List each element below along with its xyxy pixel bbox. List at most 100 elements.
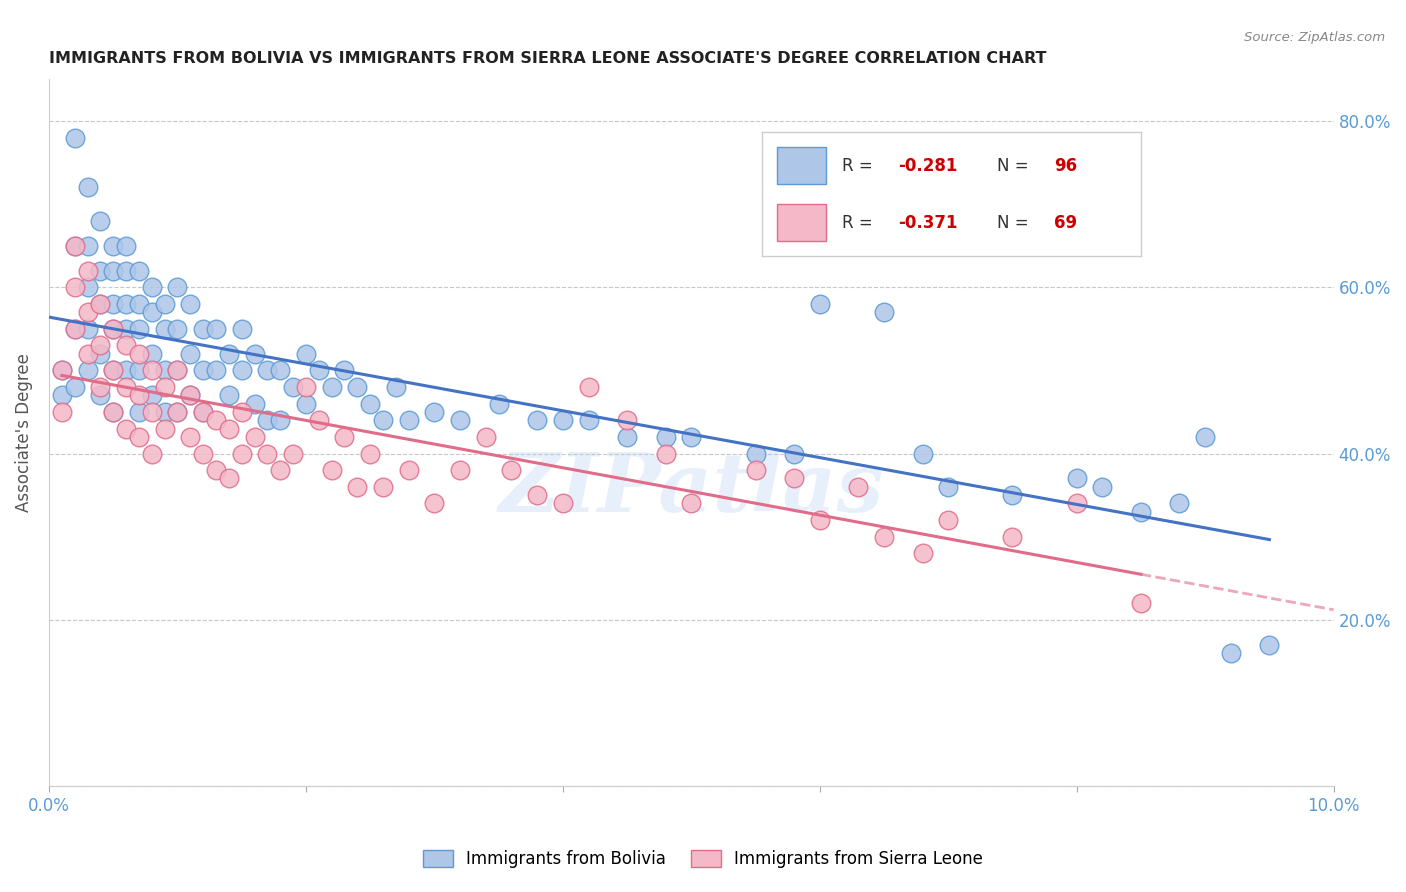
Point (103, 322, 125, 336)
Point (1129, 596, 1152, 610)
Point (269, 413, 291, 427)
Point (359, 397, 381, 411)
Point (191, 446, 214, 460)
Point (153, 322, 176, 336)
Point (243, 430, 266, 444)
Point (141, 405, 163, 419)
Point (115, 238, 138, 252)
Point (1258, 638, 1281, 652)
Point (1168, 496, 1191, 510)
Point (166, 363, 188, 377)
Point (76, 180, 98, 194)
Point (128, 297, 150, 311)
Point (243, 397, 266, 411)
Point (89, 213, 111, 227)
Point (333, 363, 356, 377)
Point (256, 446, 278, 460)
Point (191, 405, 214, 419)
Point (346, 380, 368, 394)
Point (128, 430, 150, 444)
Point (936, 480, 959, 494)
Point (89, 338, 111, 352)
Point (1129, 505, 1152, 519)
Point (911, 546, 934, 560)
Point (128, 388, 150, 402)
Point (76, 280, 98, 294)
Point (166, 280, 188, 294)
Point (295, 397, 318, 411)
Point (551, 496, 574, 510)
Point (76, 363, 98, 377)
Point (103, 263, 125, 277)
Point (76, 238, 98, 252)
Point (578, 380, 600, 394)
Point (231, 405, 253, 419)
Point (936, 513, 959, 527)
Point (218, 388, 240, 402)
Point (218, 471, 240, 485)
Point (295, 347, 318, 361)
Point (359, 446, 381, 460)
Point (616, 413, 638, 427)
Point (783, 471, 806, 485)
Point (846, 480, 869, 494)
Point (231, 363, 253, 377)
Point (243, 347, 266, 361)
Point (179, 388, 201, 402)
Point (526, 488, 548, 502)
Point (115, 297, 138, 311)
Point (103, 405, 125, 419)
Point (205, 322, 228, 336)
Point (1066, 471, 1088, 485)
Point (654, 446, 676, 460)
Point (1066, 496, 1088, 510)
Point (76, 305, 98, 319)
Point (191, 405, 214, 419)
Point (103, 297, 125, 311)
Point (449, 463, 471, 477)
Point (308, 363, 330, 377)
Point (873, 305, 896, 319)
Point (141, 446, 163, 460)
Point (63, 280, 86, 294)
Point (141, 388, 163, 402)
Point (128, 405, 150, 419)
Point (488, 397, 510, 411)
Point (89, 380, 111, 394)
Point (115, 380, 138, 394)
Point (1091, 480, 1114, 494)
Point (281, 446, 304, 460)
Point (115, 363, 138, 377)
Point (744, 446, 766, 460)
Point (153, 363, 176, 377)
Point (166, 405, 188, 419)
Point (63, 380, 86, 394)
Point (231, 322, 253, 336)
Point (103, 238, 125, 252)
Point (578, 413, 600, 427)
Point (103, 322, 125, 336)
Point (141, 363, 163, 377)
Point (398, 463, 420, 477)
Point (231, 446, 253, 460)
Point (153, 405, 176, 419)
Point (103, 363, 125, 377)
Point (128, 363, 150, 377)
Point (281, 380, 304, 394)
Point (783, 446, 806, 460)
Text: ZIPatlas: ZIPatlas (499, 450, 884, 529)
Point (128, 347, 150, 361)
Point (398, 413, 420, 427)
Point (76, 263, 98, 277)
Y-axis label: Associate's Degree: Associate's Degree (15, 353, 32, 512)
Point (166, 363, 188, 377)
Point (141, 280, 163, 294)
Point (141, 305, 163, 319)
Point (76, 322, 98, 336)
Point (63, 322, 86, 336)
Point (191, 363, 214, 377)
Point (115, 338, 138, 352)
Point (269, 463, 291, 477)
Point (474, 430, 496, 444)
Point (321, 463, 343, 477)
